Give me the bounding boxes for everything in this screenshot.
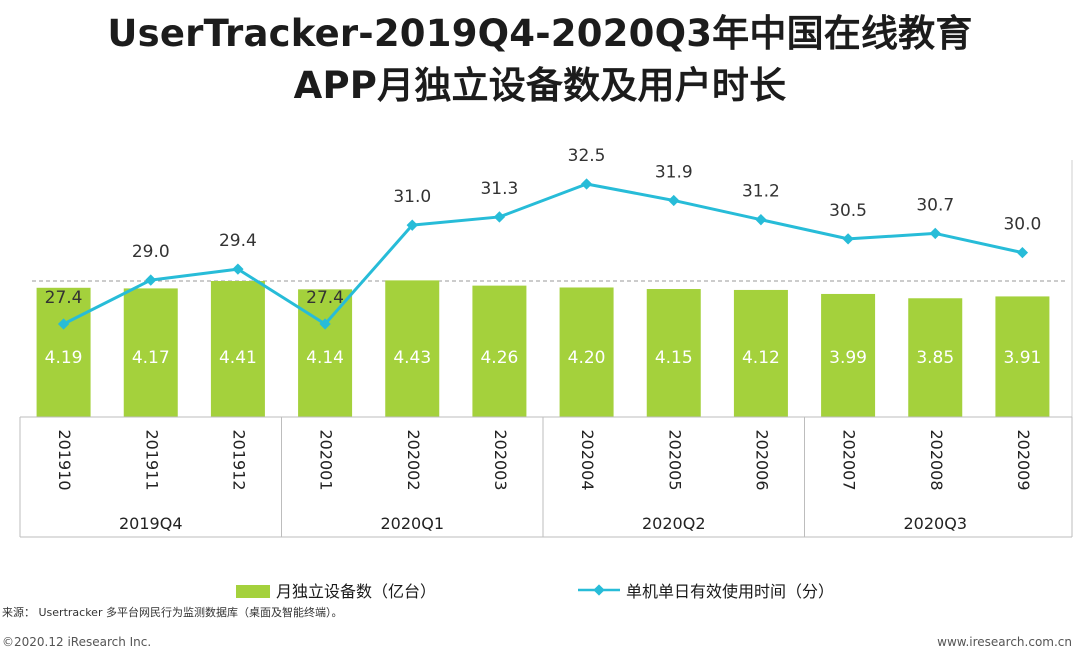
bar-label-202004: 4.20 — [568, 348, 606, 368]
month-label-201911: 201911 — [142, 429, 161, 490]
bar-label-202002: 4.43 — [393, 348, 431, 368]
bar-label-202007: 3.99 — [829, 348, 867, 368]
month-label-202002: 202002 — [404, 429, 423, 490]
bar-202001 — [298, 289, 353, 417]
bar-202002 — [385, 280, 440, 417]
line-point-201911 — [145, 274, 157, 286]
chart-title-line1: UserTracker-2019Q4-2020Q3年中国在线教育 — [107, 12, 973, 55]
bar-201911 — [123, 288, 178, 417]
line-label-201911: 29.0 — [132, 242, 170, 262]
combo-chart: 4.19 4.17 4.41 4.14 4.43 4.26 4.20 4.15 4.12 3.99… — [19, 146, 1073, 538]
bar-201912 — [210, 281, 265, 417]
line-label-202001: 27.4 — [306, 288, 344, 308]
line-point-202003 — [493, 211, 506, 223]
line-point-202002 — [406, 219, 418, 231]
bar-label-202005: 4.15 — [655, 348, 693, 368]
quarter-label-2020Q3: 2020Q3 — [904, 514, 968, 533]
month-label-201910: 201910 — [55, 429, 74, 490]
quarter-label-2019Q4: 2019Q4 — [119, 514, 183, 533]
quarter-label-2020Q2: 2020Q2 — [642, 514, 706, 533]
month-label-202008: 202008 — [927, 429, 946, 490]
bar-202003 — [472, 285, 527, 417]
legend-line-label: 单机单日有效使用时间（分） — [626, 582, 835, 601]
line-point-202005 — [668, 194, 680, 207]
line-label-201912: 29.4 — [219, 231, 257, 251]
bar-202007 — [821, 293, 876, 417]
copyright: ©2020.12 iResearch Inc. — [2, 635, 152, 649]
bar-label-201911: 4.17 — [132, 348, 170, 368]
line-label-202005: 31.9 — [655, 162, 693, 182]
line-label-202009: 30.0 — [1003, 215, 1041, 235]
line-point-202006 — [755, 214, 767, 226]
legend-line-series: 单机单日有效使用时间（分） — [578, 578, 834, 602]
line-label-202008: 30.7 — [916, 195, 954, 215]
legend-bar-label: 月独立设备数（亿台） — [276, 582, 437, 601]
bar-202009 — [995, 296, 1050, 417]
line-point-201912 — [232, 263, 244, 275]
month-label-202001: 202001 — [317, 429, 336, 490]
quarter-label-2020Q1: 2020Q1 — [381, 514, 445, 533]
legend-bar-series: 月独立设备数（亿台） — [236, 578, 436, 602]
legend-bar-swatch — [236, 585, 270, 598]
month-label-202009: 202009 — [1014, 429, 1033, 490]
line-label-202007: 30.5 — [829, 201, 867, 221]
bar-label-202006: 4.12 — [742, 348, 780, 368]
bar-label-202003: 4.26 — [480, 348, 518, 368]
bar-label-201910: 4.19 — [45, 348, 83, 368]
bar-label-201912: 4.41 — [219, 348, 257, 368]
bar-label-202009: 3.91 — [1003, 348, 1041, 368]
line-series-usage-time — [62, 182, 1023, 326]
line-label-202003: 31.3 — [480, 179, 518, 199]
month-label-202003: 202003 — [491, 429, 510, 490]
legend-line-swatch — [578, 584, 620, 596]
chart-title: UserTracker-2019Q4-2020Q3年中国在线教育 APP月独立设… — [0, 8, 1080, 112]
month-label-202007: 202007 — [840, 429, 859, 490]
line-point-202009 — [1016, 246, 1029, 259]
website: www.iresearch.com.cn — [937, 635, 1072, 649]
bar-202006 — [733, 289, 788, 417]
bar-202004 — [559, 287, 614, 417]
line-point-202007 — [842, 233, 854, 245]
line-label-202002: 31.0 — [393, 187, 431, 207]
line-label-201910: 27.4 — [45, 288, 83, 308]
bar-201910 — [36, 287, 91, 417]
source-note: 来源： Usertracker 多平台网民行为监测数据库（桌面及智能终端）。 — [2, 606, 343, 619]
line-point-202008 — [929, 227, 941, 240]
month-label-202004: 202004 — [578, 429, 597, 490]
bar-label-202001: 4.14 — [306, 348, 344, 368]
line-point-202004 — [580, 178, 593, 190]
bar-label-202008: 3.85 — [916, 348, 954, 368]
month-label-201912: 201912 — [229, 429, 248, 490]
line-point-201910 — [57, 318, 70, 330]
line-label-202004: 32.5 — [568, 146, 606, 166]
bar-202008 — [908, 298, 963, 417]
month-label-202005: 202005 — [665, 429, 684, 490]
line-label-202006: 31.2 — [742, 182, 780, 202]
month-label-202006: 202006 — [752, 429, 771, 490]
bar-202005 — [646, 289, 701, 417]
line-point-202001 — [319, 318, 331, 330]
chart-title-line2: APP月独立设备数及用户时长 — [293, 64, 787, 107]
